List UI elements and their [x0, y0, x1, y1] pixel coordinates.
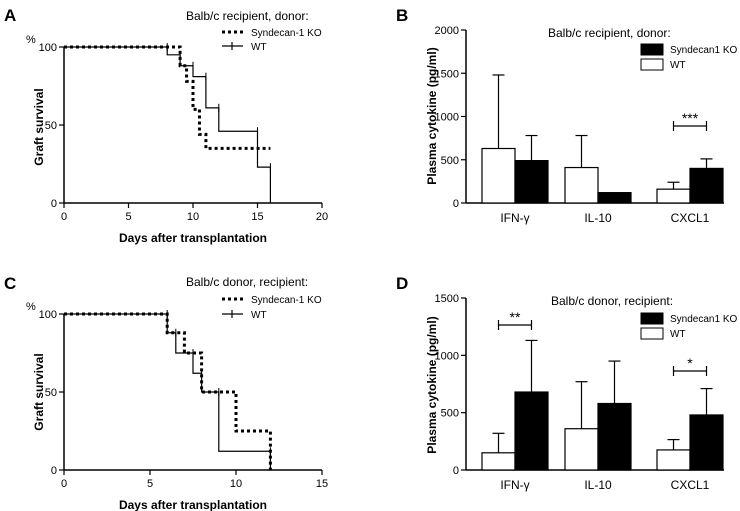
y-tick-label: 100	[39, 309, 57, 321]
wt-curve	[64, 313, 271, 470]
category-label: IFN-γ	[500, 211, 529, 225]
syndecan-ko-curve	[64, 45, 271, 150]
y-axis-label-b: Plasma cytokine (pg/ml)	[425, 47, 439, 184]
panel-letter-d: D	[396, 274, 408, 293]
y-tick-label: 50	[45, 387, 57, 399]
legend-wt-label-d: WT	[670, 329, 686, 340]
x-tick-label: 10	[230, 478, 242, 490]
y-axis-label-c: Graft survival	[32, 353, 46, 430]
y-tick-label: 1000	[435, 350, 459, 362]
x-axis-label-c: Days after transplantation	[119, 498, 267, 511]
y-axis-label-d: Plasma cytokine (pg/ml)	[425, 316, 439, 453]
category-label: CXCL1	[671, 478, 710, 492]
bar-ko	[597, 192, 632, 204]
legend-ko-swatch-d	[640, 312, 664, 325]
bar-ko	[514, 391, 549, 471]
panel-c-title: Balb/c donor, recipient:	[186, 275, 308, 289]
y-tick-label: 0	[453, 465, 459, 477]
x-tick-label: 20	[316, 211, 328, 223]
legend-a: Syndecan-1 KO WT	[222, 28, 322, 53]
category-label: IFN-γ	[500, 478, 529, 492]
bar-wt	[656, 449, 691, 471]
syndecan-ko-curve	[64, 312, 272, 470]
x-tick-label: 5	[125, 211, 131, 223]
x-tick-label: 10	[187, 211, 199, 223]
bar-ko	[689, 167, 724, 204]
panel-b-title: Balb/c recipient, donor:	[548, 26, 671, 40]
legend-wt-label-c: WT	[251, 310, 267, 321]
y-unit-a: %	[26, 34, 36, 46]
legend-b: Syndecan1 KO WT	[640, 43, 737, 71]
wt-curve	[64, 46, 271, 203]
y-tick-label: 2000	[435, 25, 459, 37]
legend-ko-label-b: Syndecan1 KO	[670, 45, 737, 56]
x-tick-label: 0	[61, 211, 67, 223]
panel-d-title: Balb/c donor, recipient:	[551, 294, 673, 308]
bar-ko	[689, 414, 724, 471]
bar-wt	[656, 188, 691, 204]
significance-marker: ***	[682, 110, 699, 126]
y-unit-c: %	[26, 301, 36, 313]
panel-letter-c: C	[4, 274, 16, 293]
x-tick-label: 5	[147, 478, 153, 490]
panel-letter-b: B	[396, 6, 408, 25]
bar-wt	[481, 452, 516, 471]
category-label: CXCL1	[671, 211, 710, 225]
y-tick-label: 1000	[435, 112, 459, 124]
significance-marker: *	[687, 355, 693, 371]
panel-a-title: Balb/c recipient, donor:	[186, 9, 309, 23]
bar-wt	[564, 166, 599, 204]
category-label: IL-10	[584, 478, 612, 492]
legend-wt-swatch-b	[640, 58, 664, 71]
y-tick-label: 0	[51, 198, 57, 210]
legend-ko-label-c: Syndecan-1 KO	[251, 295, 322, 306]
bar-ko	[514, 160, 549, 204]
legend-ko-label-d: Syndecan1 KO	[670, 314, 737, 325]
y-tick-label: 1500	[435, 68, 459, 80]
bar-ko	[597, 402, 632, 471]
panel-a: A Balb/c recipient, donor: % Graft survi…	[4, 6, 328, 245]
bar-wt	[481, 147, 516, 204]
x-tick-label: 15	[316, 478, 328, 490]
y-tick-label: 500	[441, 155, 459, 167]
panel-d: D Balb/c donor, recipient: Plasma cytoki…	[396, 274, 737, 492]
legend-wt-label-b: WT	[670, 60, 686, 71]
panel-letter-a: A	[4, 6, 16, 25]
y-tick-label: 0	[51, 465, 57, 477]
y-tick-label: 100	[39, 42, 57, 54]
y-tick-label: 50	[45, 120, 57, 132]
y-tick-label: 1500	[435, 293, 459, 305]
panel-c: C Balb/c donor, recipient: % Graft survi…	[4, 274, 328, 511]
significance-marker: **	[510, 309, 521, 325]
legend-d: Syndecan1 KO WT	[640, 312, 737, 340]
legend-wt-label-a: WT	[251, 42, 267, 53]
bar-wt	[564, 428, 599, 471]
y-tick-label: 0	[453, 198, 459, 210]
x-axis-label-a: Days after transplantation	[119, 231, 267, 245]
legend-c: Syndecan-1 KO WT	[222, 295, 322, 321]
legend-ko-swatch-b	[640, 43, 664, 56]
panel-b: B Balb/c recipient, donor: Plasma cytoki…	[396, 6, 737, 225]
y-axis-label-a: Graft survival	[32, 88, 46, 165]
y-tick-label: 500	[441, 408, 459, 420]
x-tick-label: 0	[61, 478, 67, 490]
legend-ko-label-a: Syndecan-1 KO	[251, 28, 322, 39]
legend-wt-swatch-d	[640, 327, 664, 340]
x-tick-label: 15	[251, 211, 263, 223]
category-label: IL-10	[584, 211, 612, 225]
